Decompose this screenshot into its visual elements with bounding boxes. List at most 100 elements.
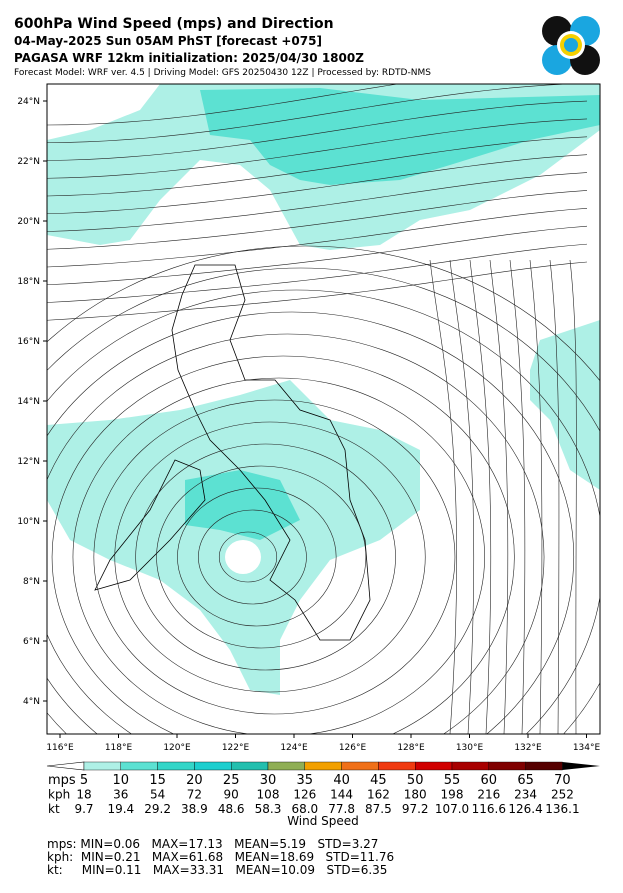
lat-label: 10°N (17, 517, 40, 527)
stats-line: mps: MIN=0.06 MAX=17.13 MEAN=5.19 STD=3.… (47, 837, 378, 851)
map-frame (46, 83, 601, 735)
colorbar-value: 77.8 (328, 802, 355, 816)
lat-label: 4°N (23, 697, 40, 707)
colorbar-value: 9.7 (74, 802, 93, 816)
lon-label: 122°E (222, 743, 250, 753)
lon-label: 118°E (105, 743, 133, 753)
colorbar-extend (562, 762, 600, 770)
lat-label: 8°N (23, 577, 40, 587)
streamline (47, 100, 588, 161)
colorbar-segment (378, 761, 416, 771)
colorbar-value: 48.6 (218, 802, 245, 816)
colorbar-segment (120, 761, 158, 771)
streamline (469, 259, 492, 734)
subtitle: PAGASA WRF 12km initialization: 2025/04/… (14, 51, 364, 65)
colorbar-segment (194, 761, 232, 771)
colorbar-segment (267, 761, 305, 771)
colorbar-value: 144 (330, 788, 353, 802)
colorbar-value: 72 (187, 788, 202, 802)
unit-label: kt (48, 802, 60, 816)
colorbar-value: 60 (481, 773, 498, 788)
colorbar-value: 55 (444, 773, 461, 788)
streamline (47, 84, 574, 144)
colorbar-value: 36 (113, 788, 128, 802)
colorbar-value: 40 (333, 773, 350, 788)
lon-label: 126°E (339, 743, 367, 753)
colorbar-value: 19.4 (107, 802, 134, 816)
streamline (449, 259, 475, 734)
colorbar-value: 54 (150, 788, 165, 802)
colorbar-value: 30 (260, 773, 277, 788)
colorbar-value: 198 (441, 788, 464, 802)
lat-label: 24°N (17, 97, 40, 107)
colorbar-segment (488, 761, 526, 771)
subtitle: Forecast Model: WRF ver. 4.5 | Driving M… (14, 68, 431, 78)
lon-label: 124°E (280, 743, 308, 753)
colorbar-segment (451, 761, 489, 771)
streamline (47, 225, 588, 287)
stats-line: kph: MIN=0.21 MAX=61.68 MEAN=18.69 STD=1… (47, 850, 394, 864)
colorbar-value: 108 (257, 788, 280, 802)
lon-label: 130°E (456, 743, 484, 753)
lon-label: 116°E (46, 743, 74, 753)
colorbar-value: 65 (517, 773, 534, 788)
streamline (47, 136, 588, 197)
colorbar-segment (525, 761, 563, 771)
streamline (429, 259, 458, 734)
streamline (47, 267, 600, 734)
colorbar-value: 38.9 (181, 802, 208, 816)
streamline (47, 118, 588, 179)
colorbar-value: 126 (293, 788, 316, 802)
streamline (549, 259, 560, 734)
colorbar-value: 15 (149, 773, 166, 788)
streamline (509, 259, 526, 734)
lat-label: 20°N (17, 217, 40, 227)
lon-label: 132°E (514, 743, 542, 753)
streamline (198, 509, 307, 605)
title: 600hPa Wind Speed (mps) and Direction (14, 16, 334, 32)
lon-label: 128°E (397, 743, 425, 753)
colorbar-value: 252 (551, 788, 574, 802)
colorbar-value: 68.0 (291, 802, 318, 816)
colorbar-value: 234 (514, 788, 537, 802)
streamline (489, 259, 509, 734)
streamline (114, 421, 426, 693)
streamline (47, 289, 600, 734)
colorbar-segment (341, 761, 379, 771)
colorbar-value: 25 (223, 773, 240, 788)
colorbar-value: 180 (404, 788, 427, 802)
lat-label: 22°N (17, 157, 40, 167)
streamline (47, 261, 588, 323)
colorbar-segment (83, 761, 121, 771)
colorbar-value: 35 (297, 773, 314, 788)
colorbar-value: 87.5 (365, 802, 392, 816)
colorbar-segment (304, 761, 342, 771)
colorbar-value: 10 (113, 773, 130, 788)
streamline (47, 243, 588, 305)
streamline (47, 333, 545, 734)
colorbar-value: 90 (224, 788, 239, 802)
colorbar-value: 50 (407, 773, 424, 788)
lat-label: 18°N (17, 277, 40, 287)
colorbar-value: 126.4 (508, 802, 542, 816)
streamline (47, 190, 588, 251)
streamline (529, 259, 543, 734)
streamline (72, 377, 485, 734)
streamline (47, 172, 588, 233)
streamline (569, 259, 577, 734)
colorbar-value: 216 (477, 788, 500, 802)
logo (542, 16, 600, 75)
colorbar-value: 70 (554, 773, 571, 788)
subtitle: 04-May-2025 Sun 05AM PhST [forecast +075… (14, 34, 322, 48)
colorbar-value: 5 (80, 773, 88, 788)
colorbar-segment (230, 761, 269, 771)
stats-line: kt: MIN=0.11 MAX=33.31 MEAN=10.09 STD=6.… (47, 863, 387, 877)
streamline (51, 355, 515, 734)
lon-label: 134°E (573, 743, 601, 753)
colorbar-value: 45 (370, 773, 387, 788)
map (47, 84, 600, 734)
colorbar-value: 58.3 (255, 802, 282, 816)
colorbar-segment (415, 761, 453, 771)
unit-label: kph (48, 788, 70, 802)
lon-label: 120°E (163, 743, 191, 753)
